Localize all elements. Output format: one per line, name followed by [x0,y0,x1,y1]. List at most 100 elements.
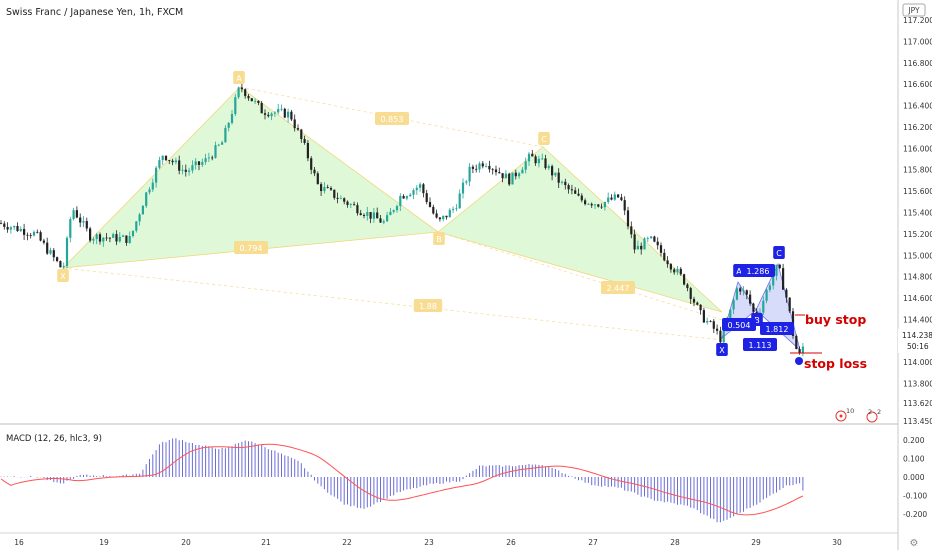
time-axis[interactable]: 16 19 20 21 22 23 26 27 28 29 30 [14,538,842,547]
stop-loss-marker [795,357,803,365]
time-tick-label: 20 [181,538,191,547]
candle-body [692,298,696,303]
candle-body [230,114,234,123]
candle-body [131,230,135,237]
candle-body [587,203,590,205]
settings-gear-icon[interactable]: ⚙ [910,538,919,549]
candle-body [511,172,514,185]
candle-body [603,201,606,208]
candle-body [287,111,290,118]
candle-body [534,156,537,164]
candle-body [277,109,280,113]
candle-body [465,181,468,183]
candle-body [296,128,300,130]
candle-body [79,217,82,223]
candle-body [478,163,481,170]
pattern-label-text: X [60,272,66,281]
currency-badge[interactable] [902,3,926,17]
candle-body [719,330,722,343]
dividends-icon[interactable] [866,411,878,423]
candle-body [207,157,210,159]
candle-body [485,165,488,167]
candle-body [402,195,405,199]
candle-body [702,310,705,323]
candle-body [650,236,653,239]
candle-body [656,241,659,246]
candle-body [735,288,738,300]
candle-body [389,211,392,216]
candle-body [712,321,715,329]
candle-body [419,184,422,188]
candle-body [785,289,788,298]
price-tick-label: 115.000 [903,251,932,260]
candle-body [6,226,9,230]
candle-body [488,165,491,170]
candle-body [9,227,12,230]
candle-body [471,166,474,169]
candle-body [574,190,577,194]
large-harmonic-pattern[interactable] [61,86,723,341]
candle-body [584,200,587,205]
price-tick-label: 116.800 [903,59,932,68]
candle-body [577,193,580,196]
candle-body [468,166,471,182]
candle-body [36,231,39,233]
pattern-label-text: 0.853 [381,115,404,124]
candle-body [732,299,735,310]
candle-body [310,158,313,170]
candle-body [237,87,240,98]
pattern-label-box [433,232,445,245]
pattern-label-box [741,264,775,277]
candle-body [742,290,745,292]
countdown-label: 50:16 [907,342,929,351]
candle-body [13,225,16,228]
candle-body [669,264,672,270]
candle-body [32,231,36,236]
candle-body [257,100,260,104]
macd-tick-label: 0.100 [903,455,925,464]
candle-body [636,245,639,250]
candle-body [145,192,148,206]
pattern-label-text: 0.794 [240,244,263,253]
candle-body [531,153,534,157]
candle-body [254,100,257,102]
candle-body [788,297,791,312]
candle-body [544,158,547,169]
pattern-label-box [773,246,785,259]
candle-body [273,112,276,114]
pattern-label-box [743,338,777,351]
candle-body [455,208,458,210]
pattern-xd-line [62,267,723,341]
candle-body [537,158,540,164]
candle-body [524,161,527,170]
pattern-label-text: 1.88 [419,302,437,311]
candle-body [617,194,620,198]
macd-axis[interactable]: 0.200 0.100 0.000 -0.100 -0.200 [903,436,927,519]
candle-body [155,167,158,183]
pattern-label-box [722,318,756,331]
candle-body [300,129,303,140]
price-tick-label: 115.200 [903,230,932,239]
price-axis[interactable]: 117.200 117.000 116.800 116.600 116.400 116.2… [903,16,932,426]
pattern-label-text: 1.113 [749,341,772,350]
candle-body [722,330,725,343]
candle-body [224,127,227,143]
candle-body [438,217,441,220]
candle-body [564,181,567,186]
pattern-label-box [57,269,69,282]
candle-body [518,173,521,177]
pattern-label-text: B [436,235,442,244]
candle-body [376,212,379,219]
candle-body [626,210,630,227]
candle-body [392,210,395,212]
candle-body [303,139,306,143]
events-icon[interactable] [835,410,847,422]
candle-body [270,113,273,117]
candle-body [461,182,465,194]
candle-body [82,221,85,223]
candle-body [118,236,121,242]
candle-body [448,209,451,218]
candle-body [39,232,42,241]
